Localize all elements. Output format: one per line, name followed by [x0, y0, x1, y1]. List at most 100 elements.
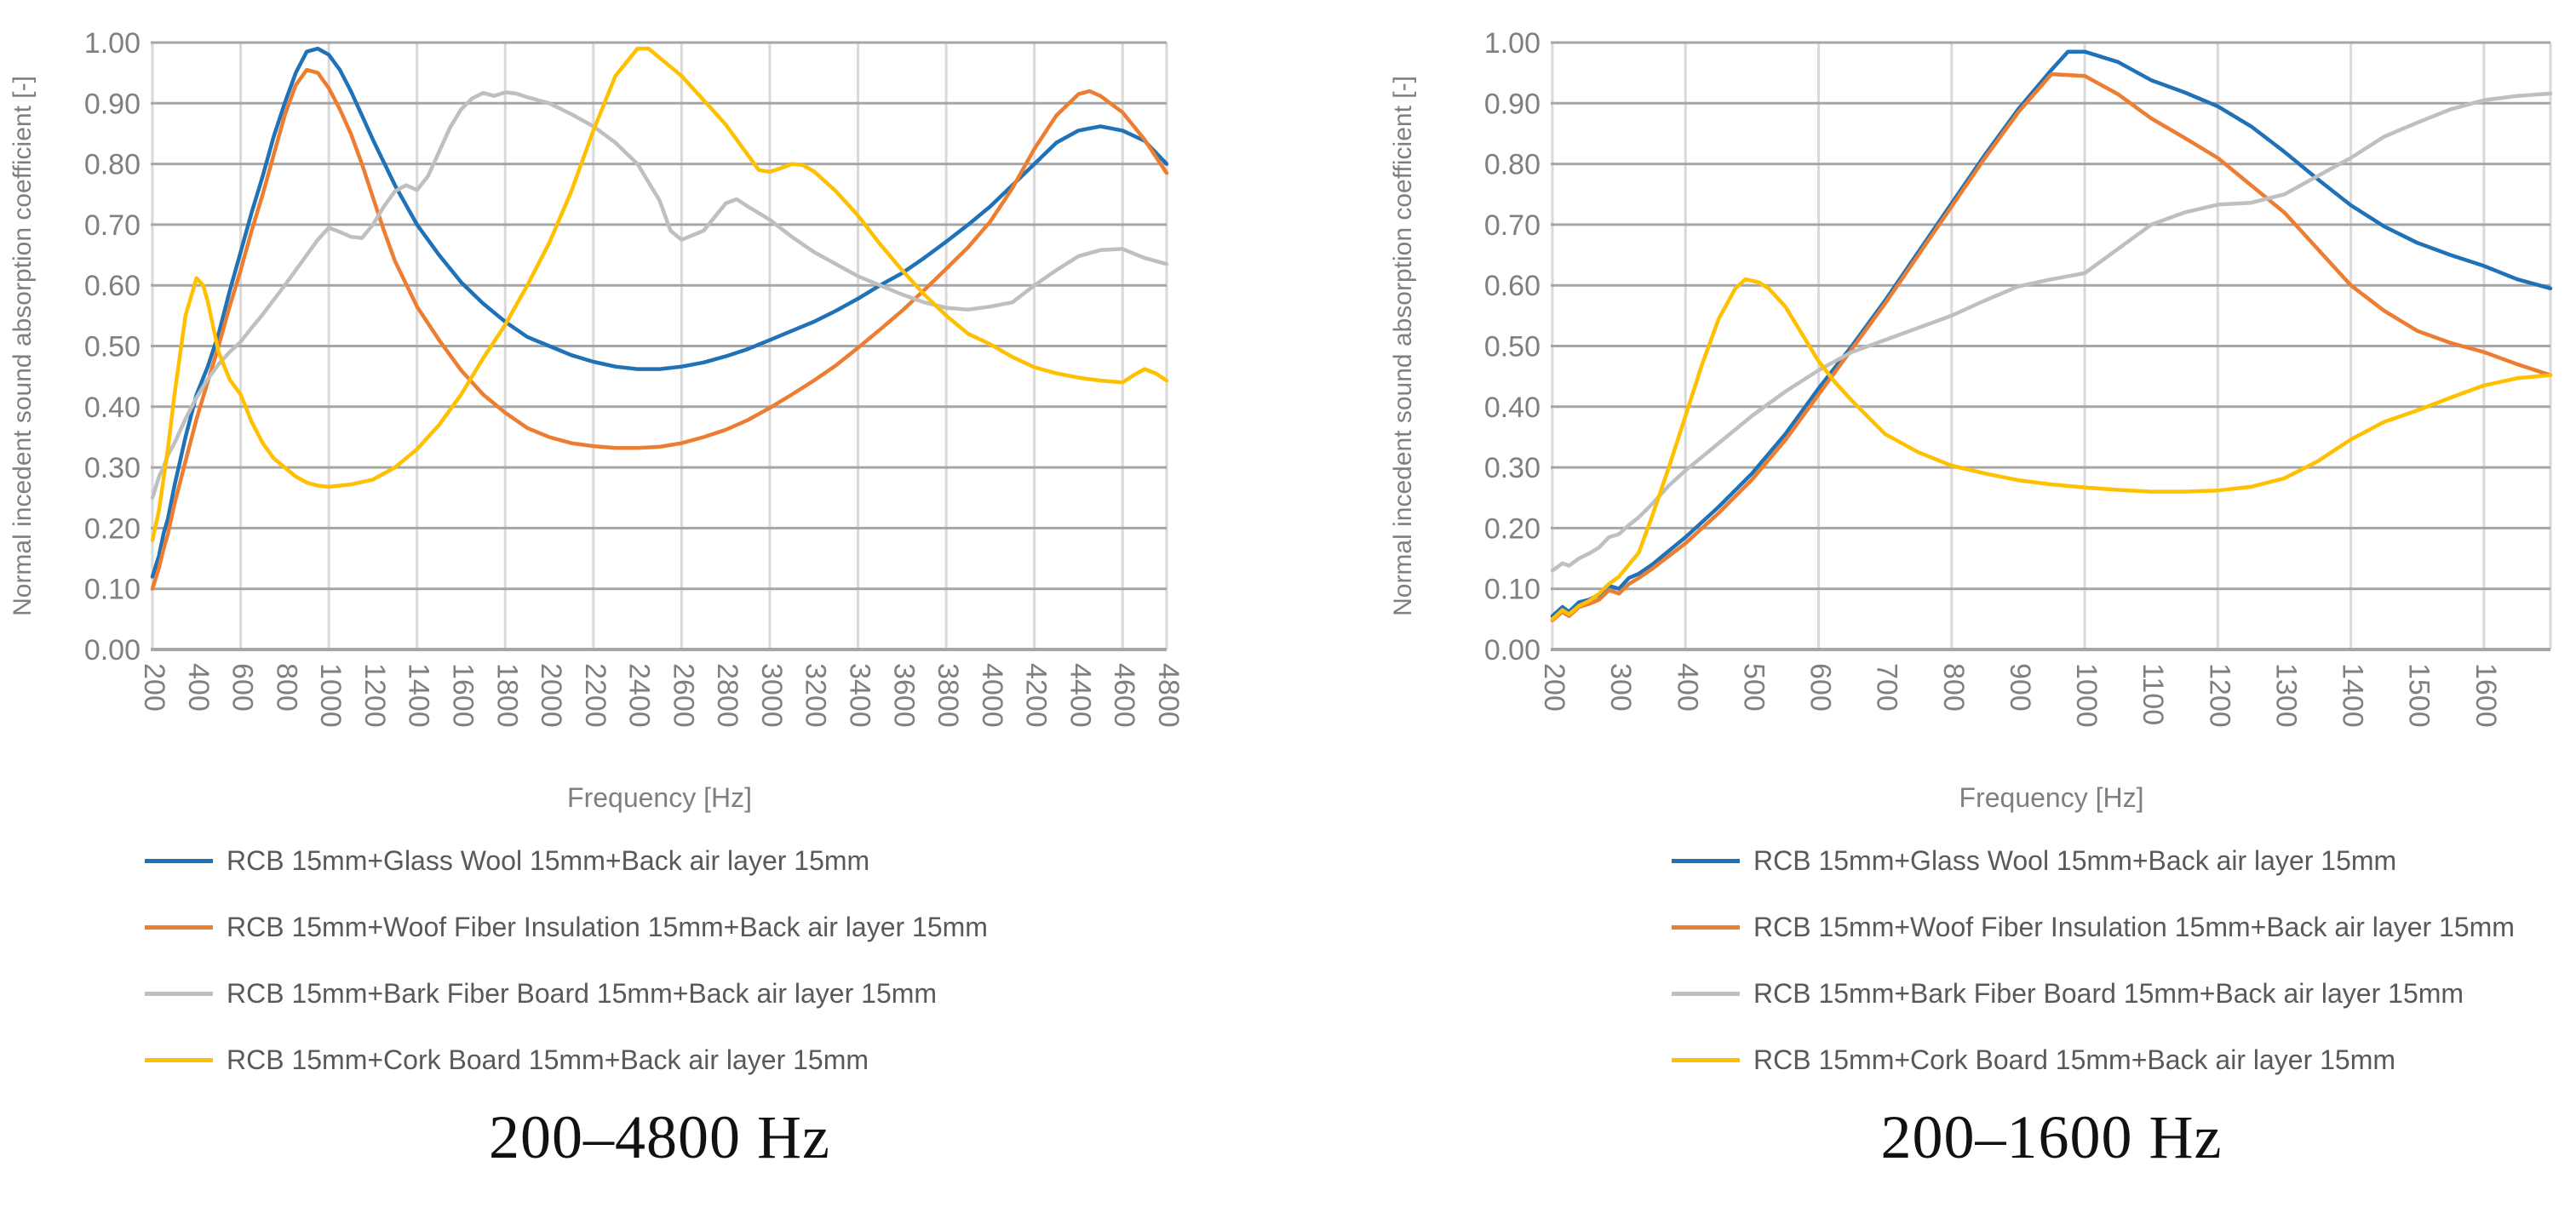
- series-line-yellow: [1550, 277, 2553, 621]
- x-axis-tick-label: 2600: [667, 663, 699, 728]
- legend-item-label: RCB 15mm+Glass Wool 15mm+Back air layer …: [227, 844, 870, 876]
- y-axis-title: Normal incedent sound absorption coeffic…: [1389, 76, 1417, 616]
- x-axis-tick-label: 1300: [2269, 663, 2302, 728]
- x-axis-tick-label: 4400: [1064, 663, 1096, 728]
- legend-line-swatch: [1672, 991, 1740, 996]
- legend-line-swatch: [145, 991, 213, 996]
- y-axis-tick-label: 0.60: [84, 270, 141, 302]
- y-axis-tick-label: 1.00: [1484, 27, 1540, 60]
- x-axis-tick-label: 3400: [844, 663, 876, 728]
- series-line-orange: [1550, 72, 2553, 623]
- legend-line-swatch: [145, 858, 213, 863]
- x-axis-title: Frequency [Hz]: [1959, 782, 2144, 813]
- y-axis-tick-label: 1.00: [84, 27, 141, 60]
- legend-item-label: RCB 15mm+Cork Board 15mm+Back air layer …: [1753, 1044, 2396, 1075]
- series-line-blue: [150, 46, 1169, 579]
- y-axis-tick-label: 0.80: [1484, 149, 1540, 181]
- x-axis-tick-label: 1400: [2337, 663, 2369, 728]
- x-axis-tick-label: 1600: [446, 663, 479, 728]
- y-axis-tick-label: 0.90: [84, 88, 141, 120]
- x-axis-tick-label: 2200: [579, 663, 611, 728]
- x-axis-tick-label: 4000: [976, 663, 1008, 728]
- y-axis-tick-label: 0.10: [1484, 574, 1540, 606]
- legend-item: RCB 15mm+Glass Wool 15mm+Back air layer …: [1672, 827, 2515, 894]
- x-axis-tick-label: 1400: [403, 663, 435, 728]
- x-axis-tick-label: 600: [1804, 663, 1837, 712]
- y-axis-tick-label: 0.80: [84, 149, 141, 181]
- x-axis-tick-label: 2000: [535, 663, 567, 728]
- x-axis-tick-label: 1200: [2203, 663, 2235, 728]
- x-axis-tick-label: 1200: [359, 663, 391, 728]
- left-caption: 200–4800 Hz: [489, 1103, 830, 1171]
- y-axis-tick-label: 0.10: [84, 574, 141, 606]
- y-axis-tick-label: 0.20: [1484, 512, 1540, 545]
- y-axis-tick-label: 0.40: [1484, 392, 1540, 424]
- x-axis-tick-label: 1000: [314, 663, 347, 728]
- right-caption: 200–1600 Hz: [1880, 1103, 2223, 1171]
- x-axis-tick-label: 2400: [623, 663, 656, 728]
- left-chart-plot: 0.00 0.10 0.20 0.30 0.40 0.50 0.60 0.70 0.80 0.90…: [9, 27, 1185, 813]
- y-axis-tick-label: 0.50: [84, 331, 141, 363]
- legend-item-label: RCB 15mm+Woof Fiber Insulation 15mm+Back…: [1753, 911, 2515, 942]
- y-axis-tick-label: 0.50: [1484, 331, 1540, 363]
- x-axis-tick-label: 900: [2004, 663, 2036, 712]
- series-line-gray: [1550, 91, 2553, 573]
- right-legend: RCB 15mm+Glass Wool 15mm+Back air layer …: [1672, 827, 2515, 1093]
- legend-item: RCB 15mm+Cork Board 15mm+Back air layer …: [145, 1027, 988, 1093]
- x-axis-tick-label: 3000: [755, 663, 788, 728]
- x-axis-tick-label: 2800: [711, 663, 743, 728]
- x-axis-tick-label: 1800: [491, 663, 523, 728]
- x-axis-tick-label: 700: [1871, 663, 1903, 712]
- x-axis-tick-label: 800: [270, 663, 302, 712]
- left-legend: RCB 15mm+Glass Wool 15mm+Back air layer …: [145, 827, 988, 1093]
- legend-item: RCB 15mm+Glass Wool 15mm+Back air layer …: [145, 827, 988, 894]
- series-line-yellow: [150, 46, 1169, 542]
- y-axis-tick-label: 0.60: [1484, 270, 1540, 302]
- chart-right-block: 0.00 0.10 0.20 0.30 0.40 0.50 0.60 0.70 0.80 0.90…: [1316, 0, 2576, 1213]
- x-axis-tick-label: 3200: [800, 663, 832, 728]
- legend-item-label: RCB 15mm+Glass Wool 15mm+Back air layer …: [1753, 844, 2397, 876]
- legend-item-label: RCB 15mm+Bark Fiber Board 15mm+Back air …: [1753, 977, 2464, 1009]
- legend-item: RCB 15mm+Woof Fiber Insulation 15mm+Back…: [1672, 894, 2515, 960]
- x-axis-tick-label: 200: [1538, 663, 1570, 712]
- x-axis-tick-label: 800: [1937, 663, 1970, 712]
- y-axis-tick-label: 0.20: [84, 512, 141, 545]
- legend-line-swatch: [1672, 924, 1740, 930]
- legend-item: RCB 15mm+Bark Fiber Board 15mm+Back air …: [145, 960, 988, 1027]
- series-line-blue: [1550, 49, 2553, 619]
- y-axis-tick-label: 0.40: [84, 392, 141, 424]
- y-axis-tick-label: 0.30: [1484, 452, 1540, 484]
- legend-item-label: RCB 15mm+Cork Board 15mm+Back air layer …: [227, 1044, 869, 1075]
- x-axis-title: Frequency [Hz]: [567, 782, 752, 813]
- x-axis-tick-label: 1000: [2070, 663, 2103, 728]
- series-line-orange: [150, 67, 1169, 591]
- right-chart-plot: 0.00 0.10 0.20 0.30 0.40 0.50 0.60 0.70 0.80 0.90…: [1389, 27, 2553, 813]
- legend-item-label: RCB 15mm+Bark Fiber Board 15mm+Back air …: [227, 977, 938, 1009]
- x-axis-tick-label: 200: [138, 663, 170, 712]
- y-axis-title: Normal incedent sound absorption coeffic…: [9, 76, 37, 616]
- x-axis-tick-label: 1600: [2470, 663, 2502, 728]
- x-axis-tick-label: 400: [1671, 663, 1703, 712]
- y-axis-tick-label: 0.70: [84, 209, 141, 242]
- x-axis-tick-label: 4800: [1152, 663, 1185, 728]
- x-axis-tick-label: 3800: [932, 663, 964, 728]
- y-axis-tick-label: 0.30: [84, 452, 141, 484]
- x-axis-tick-label: 4600: [1108, 663, 1140, 728]
- legend-item: RCB 15mm+Woof Fiber Insulation 15mm+Back…: [145, 894, 988, 960]
- legend-item: RCB 15mm+Bark Fiber Board 15mm+Back air …: [1672, 960, 2515, 1027]
- legend-line-swatch: [1672, 1057, 1740, 1062]
- y-axis-tick-label: 0.00: [1484, 634, 1540, 667]
- x-axis-tick-label: 4200: [1020, 663, 1053, 728]
- x-axis-tick-label: 400: [182, 663, 215, 712]
- legend-item-label: RCB 15mm+Woof Fiber Insulation 15mm+Back…: [227, 911, 988, 942]
- chart-left-block: 0.00 0.10 0.20 0.30 0.40 0.50 0.60 0.70 0.80 0.90…: [9, 27, 1185, 1171]
- legend-line-swatch: [1672, 858, 1740, 863]
- x-axis-tick-label: 3600: [887, 663, 920, 728]
- y-axis-tick-label: 0.90: [1484, 88, 1540, 120]
- x-axis-tick-label: 1500: [2403, 663, 2435, 728]
- legend-line-swatch: [145, 924, 213, 930]
- legend-item: RCB 15mm+Cork Board 15mm+Back air layer …: [1672, 1027, 2515, 1093]
- x-axis-tick-label: 300: [1604, 663, 1637, 712]
- x-axis-tick-label: 1100: [2137, 663, 2169, 725]
